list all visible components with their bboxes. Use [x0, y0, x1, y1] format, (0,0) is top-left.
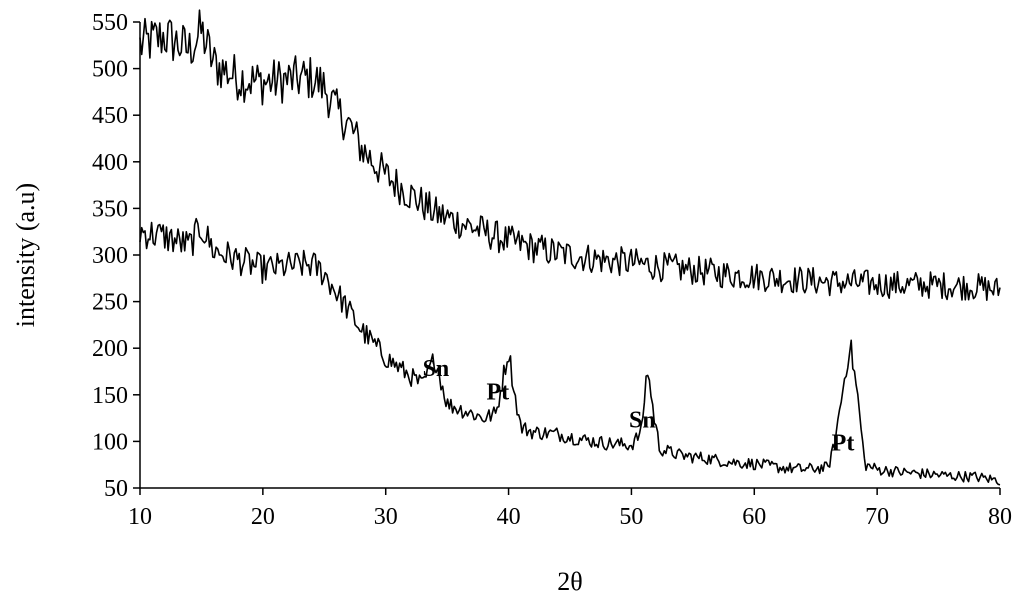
peak-label: Sn	[629, 407, 656, 433]
peak-label: Pt	[486, 379, 509, 405]
y-tick-label: 400	[92, 150, 128, 176]
axes: 50 100 150 200 250 300 350 400 450 500 550 10 20 30 40…	[92, 10, 1012, 530]
x-axis-title: 2θ	[557, 567, 582, 596]
y-tick-label: 500	[92, 57, 128, 83]
peak-label: Pt	[832, 431, 855, 457]
peak-label: Sn	[423, 356, 450, 382]
y-tick-label: 300	[92, 243, 128, 269]
x-tick-label: 20	[251, 504, 275, 530]
y-tick-label: 50	[104, 476, 128, 502]
x-tick-label: 70	[865, 504, 889, 530]
x-tick-label: 50	[619, 504, 643, 530]
y-tick-label: 150	[92, 383, 128, 409]
x-tick-label: 10	[128, 504, 152, 530]
y-tick-label: 350	[92, 196, 128, 222]
series-line-2	[139, 217, 1001, 486]
x-tick-label: 40	[497, 504, 521, 530]
y-tick-label: 250	[92, 290, 128, 316]
y-tick-label: 550	[92, 10, 128, 36]
y-axis-title: intensity (a.u)	[11, 183, 40, 327]
y-tick-label: 450	[92, 103, 128, 129]
x-tick-label: 60	[742, 504, 766, 530]
x-tick-label: 80	[988, 504, 1012, 530]
x-tick-label: 30	[374, 504, 398, 530]
annotation-layer: Sn Pt Sn Pt	[423, 356, 855, 457]
y-tick-label: 200	[92, 336, 128, 362]
y-tick-label: 100	[92, 429, 128, 455]
series-line-1	[139, 9, 1001, 302]
series-layer	[139, 9, 1001, 486]
